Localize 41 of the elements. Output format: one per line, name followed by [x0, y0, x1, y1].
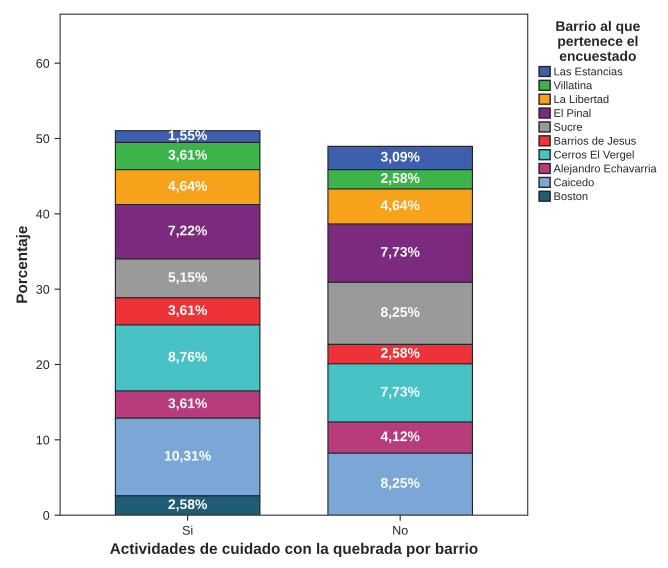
- y-tick-label: 20: [36, 360, 50, 370]
- y-tick-label: 60: [36, 58, 50, 68]
- data-label: 8,25%: [380, 307, 420, 319]
- data-label: 3,61%: [168, 398, 207, 410]
- data-label: 4,12%: [380, 431, 420, 444]
- legend-label: Las Estancias: [554, 67, 622, 76]
- data-label: 8,76%: [168, 352, 207, 364]
- data-label: 4,64%: [380, 200, 420, 212]
- data-label: 4,64%: [168, 180, 207, 193]
- legend-label: Barrios de Jesus: [554, 136, 636, 145]
- legend-label: Sucre: [554, 122, 582, 131]
- data-label: 1,55%: [168, 130, 207, 142]
- legend-title: Barrio al que pertenece el encuestado: [556, 20, 640, 61]
- data-label: 3,61%: [168, 305, 207, 318]
- legend-label: Villatina: [554, 81, 592, 90]
- legend-label: Cerros El Vergel: [554, 150, 634, 161]
- data-label: 3,09%: [380, 152, 420, 164]
- y-tick-label: 30: [36, 284, 50, 294]
- data-label: 10,31%: [164, 450, 211, 463]
- x-axis-title: Actividades de cuidado con la quebrada por barrio: [110, 542, 478, 558]
- data-label: 5,15%: [168, 272, 207, 284]
- data-label: 3,61%: [168, 150, 207, 162]
- data-label: 7,73%: [381, 386, 420, 399]
- data-label: 7,73%: [381, 246, 420, 259]
- y-tick-label: 10: [36, 436, 50, 444]
- data-label: 8,25%: [380, 478, 420, 490]
- data-label: 7,22%: [168, 226, 207, 238]
- y-axis-title: Porcentaje: [16, 226, 30, 303]
- data-label: 2,58%: [380, 348, 420, 360]
- legend-label: La Libertad: [554, 94, 608, 104]
- legend-label: Boston: [554, 192, 588, 200]
- y-tick-label: 40: [36, 210, 50, 218]
- legend-label: Alejandro Echavarria: [554, 164, 657, 175]
- legend-label: Caicedo: [554, 178, 594, 186]
- legend-label: El Pinal: [554, 108, 590, 117]
- y-tick-label: 50: [36, 134, 50, 144]
- data-label: 2,58%: [380, 173, 420, 185]
- x-tick-label: No: [393, 526, 408, 535]
- x-tick-label: Si: [182, 526, 192, 535]
- data-label: 2,58%: [168, 499, 207, 512]
- y-tick-label: 0: [43, 510, 50, 520]
